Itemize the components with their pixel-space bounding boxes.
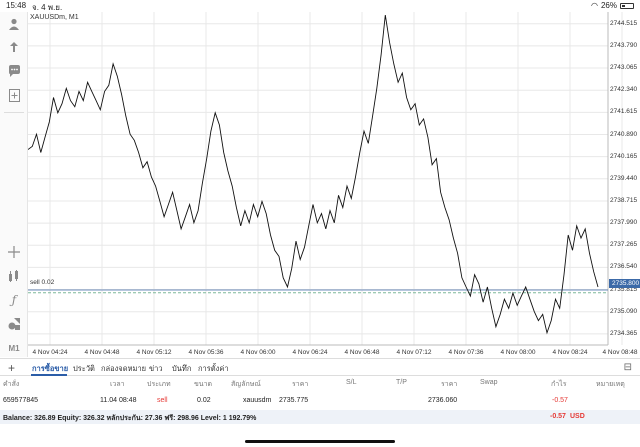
x-tick-label: 4 Nov 08:00 [500,349,536,356]
indicators-icon[interactable] [6,268,22,284]
x-tick-label: 4 Nov 08:24 [552,349,588,356]
add-tab-button[interactable]: + [8,361,16,375]
tab-active-underline [31,374,67,376]
row-profit: -0.57 [552,397,568,404]
col-open-price: ราคา [292,381,309,388]
home-indicator [245,440,395,443]
status-date: จ. 4 พ.ย. [32,3,63,12]
profit-currency: USD [570,413,585,420]
y-tick-label: 2735.815 [610,285,638,293]
col-swap: Swap [480,379,498,386]
status-bar: 15:48 จ. 4 พ.ย. ◠ 26% [0,0,640,12]
row-volume: 0.02 [197,397,211,404]
col-tp: T/P [396,379,407,386]
crosshair-icon[interactable] [6,244,22,260]
y-tick-label: 2736.540 [610,263,638,271]
col-symbol: สัญลักษณ์ [231,381,261,388]
col-sl: S/L [346,379,357,386]
x-tick-label: 4 Nov 04:24 [32,349,68,356]
y-tick-label: 2741.615 [610,108,638,116]
chat-icon[interactable] [6,63,22,79]
row-price: 2736.060 [428,397,458,404]
row-order: 659577845 [3,397,39,404]
y-tick-label: 2738.715 [610,196,638,204]
price-chart[interactable]: 2744.515 2743.790 2743.065 2742.340 2741.615… [28,12,640,357]
x-tick-label: 4 Nov 06:48 [344,349,380,356]
timeframe-icon[interactable]: M1 [8,343,20,353]
tab-trade[interactable]: การซื้อขาย [32,364,69,373]
col-volume: ขนาด [194,381,213,388]
layout-toggle-icon[interactable]: ⊟ [623,362,632,373]
status-right: ◠ 26% [591,1,634,10]
price-series-line [28,15,599,335]
y-tick-label: 2737.265 [610,241,638,249]
x-tick-label: 4 Nov 08:48 [602,349,638,356]
x-tick-label: 4 Nov 07:12 [396,349,432,356]
y-tick-label: 2734.365 [610,329,638,337]
x-tick-label: 4 Nov 07:36 [448,349,484,356]
y-tick-label: 2739.440 [610,174,638,182]
y-tick-label: 2743.065 [610,64,638,72]
toolbar-divider [4,112,24,113]
row-time: 11.04 08:48 [100,397,137,404]
tab-history[interactable]: ประวัติ [73,364,95,373]
new-chart-icon[interactable] [6,87,22,103]
balance-summary: Balance: 326.89 Equity: 326.32 หลักประกั… [3,415,257,422]
wifi-icon: ◠ [591,1,598,10]
y-tick-label: 2742.340 [610,86,638,94]
left-toolbar: ƒ M1 [0,12,28,357]
x-tick-label: 4 Nov 04:48 [84,349,120,356]
tab-news[interactable]: ข่าว [149,364,163,373]
col-profit: กำไร [551,381,567,388]
col-time: เวลา [110,381,125,388]
function-icon[interactable]: ƒ [11,293,17,307]
tab-mailbox[interactable]: กล่องจดหมาย [101,364,147,373]
x-tick-label: 4 Nov 05:36 [188,349,224,356]
tab-settings[interactable]: การตั้งค่า [198,364,229,373]
row-symbol: xauusdm [243,397,272,404]
terminal-tabs: + การซื้อขาย ประวัติ กล่องจดหมาย ข่าว บั… [0,358,640,376]
y-tick-label: 2735.090 [610,307,638,315]
total-profit: -0.57 [550,413,566,420]
col-price: ราคา [441,381,458,388]
current-price-tag: 2735.800 [609,279,640,288]
row-type: sell [157,397,168,404]
col-comment: หมายเหตุ [596,381,625,388]
x-tick-label: 4 Nov 05:12 [136,349,172,356]
col-order: คำสั่ง [3,381,20,388]
y-tick-label: 2744.515 [610,19,638,27]
sell-line-label: sell 0.02 [30,279,55,286]
chart-symbol-label: XAUUSDm, M1 [30,14,79,21]
profile-icon[interactable] [6,16,22,32]
battery-icon [620,2,634,9]
tab-journal[interactable]: บันทึก [172,364,192,373]
x-tick-label: 4 Nov 06:24 [292,349,328,356]
row-open-price: 2735.775 [279,397,309,404]
objects-icon[interactable] [6,316,22,332]
y-tick-label: 2740.890 [610,130,638,138]
y-tick-label: 2737.990 [610,219,638,227]
y-tick-label: 2740.165 [610,152,638,160]
y-tick-label: 2743.790 [610,41,638,49]
balance-bar: Balance: 326.89 Equity: 326.32 หลักประกั… [0,410,640,424]
battery-percent: 26% [600,1,617,10]
trade-icon[interactable] [6,39,22,55]
chart-canvas[interactable] [28,12,640,357]
col-type: ประเภท [147,381,171,388]
status-time: 15:48 [6,1,27,10]
x-tick-label: 4 Nov 06:00 [240,349,276,356]
